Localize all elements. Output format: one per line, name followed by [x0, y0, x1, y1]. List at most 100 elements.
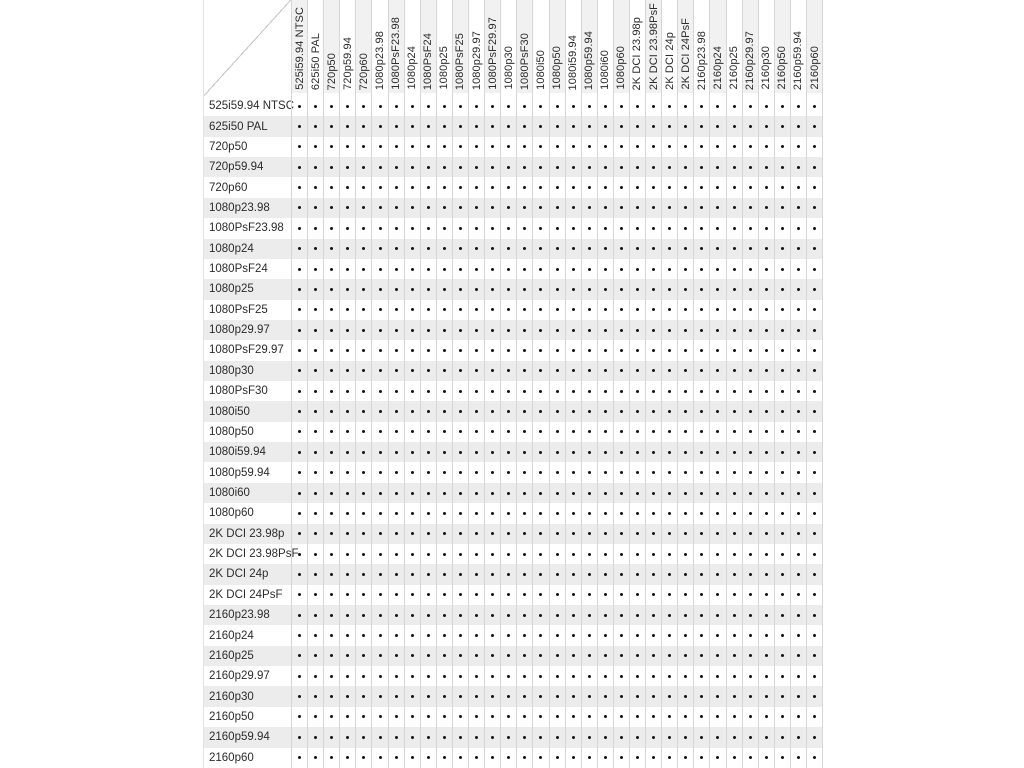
matrix-cell [339, 238, 355, 259]
supported-dot-icon [716, 186, 720, 190]
supported-dot-icon [507, 389, 511, 393]
matrix-cell [500, 482, 516, 504]
matrix-cell [709, 747, 725, 768]
matrix-cell [773, 381, 790, 402]
supported-dot-icon [716, 165, 720, 169]
matrix-cell [532, 319, 548, 341]
supported-dot-icon [652, 104, 656, 108]
supported-dot-icon [442, 471, 446, 475]
row-label: 1080PsF29.97 [209, 344, 284, 357]
matrix-cell [645, 177, 661, 198]
matrix-cell [339, 747, 355, 768]
matrix-cell [709, 564, 725, 585]
matrix-cell [789, 319, 806, 341]
matrix-cell [725, 523, 742, 544]
supported-dot-icon [652, 206, 656, 210]
supported-dot-icon [491, 450, 495, 454]
supported-dot-icon [394, 552, 398, 556]
supported-dot-icon [442, 267, 446, 271]
matrix-cell [725, 136, 742, 158]
matrix-cell [323, 136, 339, 158]
supported-dot-icon [507, 165, 511, 169]
supported-dot-icon [458, 532, 462, 536]
matrix-cell [500, 279, 516, 300]
supported-dot-icon [539, 674, 543, 678]
matrix-cell [339, 96, 355, 117]
matrix-cell [548, 258, 565, 280]
supported-dot-icon [587, 654, 591, 658]
column-header: 1080p59.94 [580, 0, 597, 96]
supported-dot-icon [330, 593, 334, 597]
matrix-cell [371, 523, 387, 544]
supported-dot-icon [346, 226, 350, 230]
supported-dot-icon [732, 674, 736, 678]
matrix-cell [806, 747, 824, 768]
matrix-cell [806, 482, 824, 504]
supported-dot-icon [668, 756, 672, 760]
matrix-cell [564, 625, 581, 646]
row-label: 2K DCI 23.98PsF [209, 548, 299, 561]
supported-dot-icon [346, 674, 350, 678]
supported-dot-icon [314, 267, 318, 271]
matrix-cell [596, 421, 613, 443]
supported-dot-icon [539, 654, 543, 658]
supported-dot-icon [796, 613, 800, 617]
supported-dot-icon [394, 654, 398, 658]
supported-dot-icon [539, 756, 543, 760]
supported-dot-icon [507, 654, 511, 658]
matrix-cell [661, 482, 677, 504]
supported-dot-icon [555, 308, 559, 312]
matrix-cell [403, 157, 420, 178]
supported-dot-icon [458, 511, 462, 515]
table-row: 1080PsF25 [204, 299, 824, 320]
supported-dot-icon [636, 308, 640, 312]
supported-dot-icon [346, 552, 350, 556]
matrix-cell [677, 360, 693, 382]
supported-dot-icon [378, 206, 382, 210]
supported-dot-icon [458, 695, 462, 699]
supported-dot-icon [684, 756, 688, 760]
matrix-cell [757, 258, 774, 280]
supported-dot-icon [475, 226, 479, 230]
matrix-cell [291, 218, 307, 239]
matrix-cell [596, 319, 613, 341]
supported-dot-icon [378, 389, 382, 393]
matrix-cell [596, 604, 613, 626]
matrix-cell [757, 319, 774, 341]
supported-dot-icon [475, 450, 479, 454]
supported-dot-icon [394, 450, 398, 454]
supported-dot-icon [394, 348, 398, 352]
supported-dot-icon [571, 389, 575, 393]
matrix-cell [596, 299, 613, 320]
matrix-cell [661, 686, 677, 707]
matrix-cell [548, 157, 565, 178]
supported-dot-icon [780, 186, 784, 190]
supported-dot-icon [555, 756, 559, 760]
matrix-cell [451, 319, 468, 341]
supported-dot-icon [442, 654, 446, 658]
matrix-cell [355, 584, 371, 605]
matrix-cell [806, 238, 824, 259]
table-row: 2K DCI 24PsF [204, 584, 824, 605]
matrix-cell [628, 686, 645, 707]
matrix-cell [757, 177, 774, 198]
supported-dot-icon [748, 348, 752, 352]
matrix-cell [323, 360, 339, 382]
matrix-cell [484, 482, 500, 504]
matrix-cell [741, 625, 758, 646]
supported-dot-icon [458, 369, 462, 373]
matrix-cell [387, 340, 404, 361]
supported-dot-icon [619, 247, 623, 251]
supported-dot-icon [346, 471, 350, 475]
table-row: 1080PsF23.98 [204, 218, 824, 239]
matrix-cell [451, 238, 468, 259]
row-label: 2160p29.97 [209, 670, 270, 683]
matrix-cell [709, 381, 725, 402]
supported-dot-icon [796, 491, 800, 495]
supported-dot-icon [378, 226, 382, 230]
supported-dot-icon [603, 389, 607, 393]
matrix-cell [628, 645, 645, 667]
matrix-cell [628, 584, 645, 605]
matrix-cell [500, 727, 516, 748]
matrix-cell [773, 543, 790, 565]
